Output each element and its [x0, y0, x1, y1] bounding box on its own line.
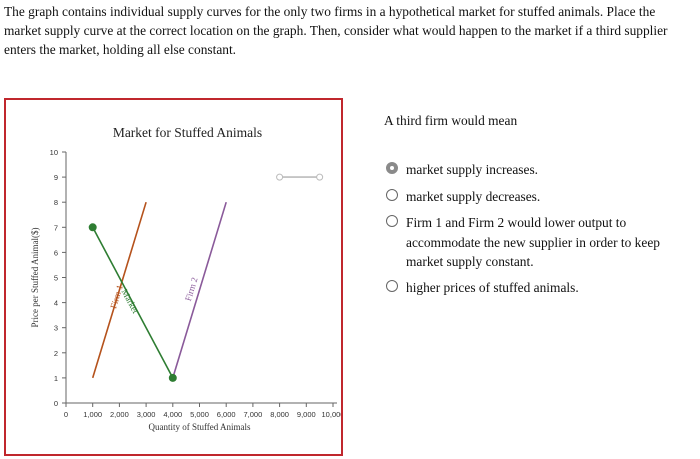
- y-tick-label: 2: [54, 349, 58, 358]
- firm-2-line: [172, 201, 227, 379]
- firm-1-line: [91, 201, 147, 379]
- radio-button[interactable]: [386, 162, 398, 174]
- radio-button[interactable]: [386, 280, 398, 292]
- x-tick-label: 6,000: [217, 410, 236, 419]
- option-market-supply-decreases[interactable]: market supply decreases.: [386, 187, 686, 207]
- x-tick-label: 3,000: [137, 410, 156, 419]
- y-tick-label: 5: [54, 274, 58, 283]
- x-axis-label: Quantity of Stuffed Animals: [148, 422, 251, 432]
- y-tick-label: 10: [50, 148, 58, 157]
- option-label: Firm 1 and Firm 2 would lower output to …: [406, 215, 660, 269]
- question-text: The graph contains individual supply cur…: [4, 4, 668, 57]
- x-tick-label: 9,000: [297, 410, 316, 419]
- answer-prompt: A third firm would mean: [384, 113, 518, 128]
- option-label: market supply decreases.: [406, 189, 541, 204]
- y-tick-label: 9: [54, 173, 58, 182]
- supply-chart[interactable]: Market for Stuffed Animals 0 1 2 3 4 5 6 7 8 9 10 0 1…: [6, 100, 341, 454]
- chart-panel[interactable]: Market for Stuffed Animals 0 1 2 3 4 5 6 7 8 9 10 0 1…: [4, 98, 343, 456]
- market-line: [91, 226, 174, 379]
- market-point: [168, 373, 177, 382]
- market-label: Market: [120, 287, 141, 315]
- y-tick-label: 4: [54, 299, 58, 308]
- y-tick-label: 6: [54, 248, 58, 257]
- option-label: higher prices of stuffed animals.: [406, 280, 579, 295]
- x-tick-label: 4,000: [163, 410, 182, 419]
- handle-point: [276, 173, 284, 181]
- x-tick-label: 2,000: [110, 410, 129, 419]
- x-tick-label: 8,000: [270, 410, 289, 419]
- market-point: [88, 223, 97, 232]
- option-higher-prices[interactable]: higher prices of stuffed animals.: [386, 278, 686, 298]
- option-market-supply-increases[interactable]: market supply increases.: [386, 160, 686, 180]
- radio-button[interactable]: [386, 189, 398, 201]
- y-tick-label: 3: [54, 324, 58, 333]
- y-tick-label: 7: [54, 223, 58, 232]
- x-tick-label: 0: [64, 410, 68, 419]
- x-tick-label: 5,000: [190, 410, 209, 419]
- y-tick-label: 1: [54, 374, 58, 383]
- y-tick-label: 0: [54, 399, 58, 408]
- radio-button[interactable]: [386, 215, 398, 227]
- x-tick-label: 10,000: [322, 410, 341, 419]
- option-label: market supply increases.: [406, 162, 539, 177]
- option-firms-lower-output[interactable]: Firm 1 and Firm 2 would lower output to …: [386, 213, 676, 272]
- y-axis-label: Price per Stuffed Animal($): [30, 227, 40, 327]
- x-tick-label: 1,000: [83, 410, 102, 419]
- chart-title: Market for Stuffed Animals: [113, 125, 262, 140]
- x-tick-label: 7,000: [244, 410, 263, 419]
- y-tick-label: 8: [54, 198, 58, 207]
- handle-point: [316, 173, 324, 181]
